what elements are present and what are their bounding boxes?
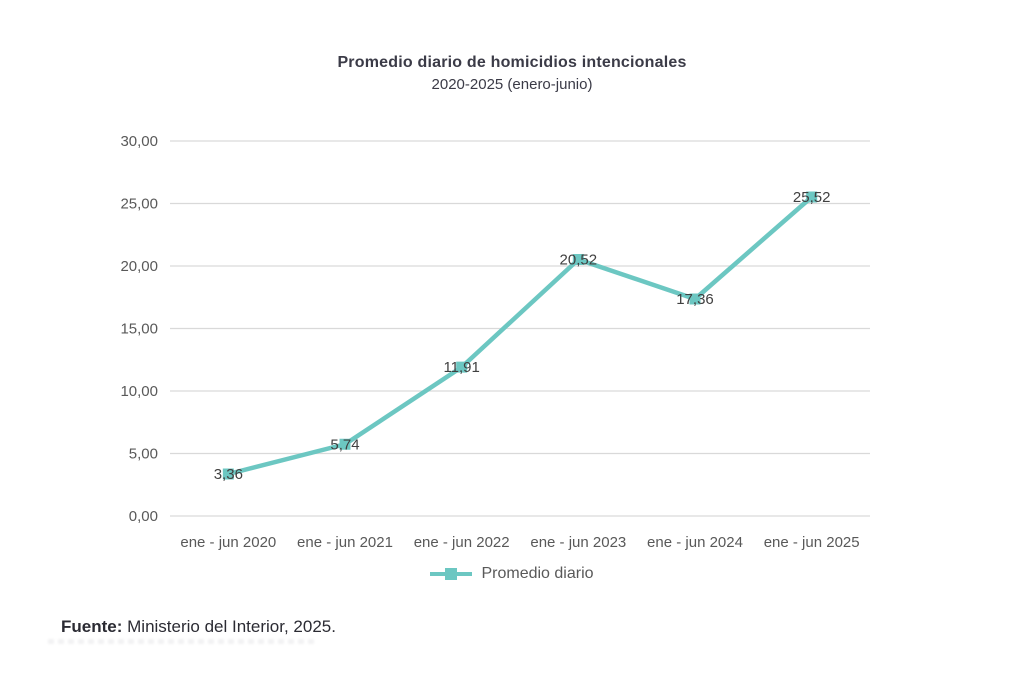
y-tick-label: 5,00 (129, 446, 158, 463)
source-note: Fuente: Ministerio del Interior, 2025. (61, 617, 336, 637)
x-tick-label: ene - jun 2020 (180, 534, 276, 551)
data-point-marker (339, 438, 351, 450)
data-point-marker (689, 293, 701, 305)
data-point-label: 3,36 (214, 466, 243, 483)
data-point-label: 25,52 (793, 189, 831, 206)
series-line (226, 194, 814, 477)
data-point-label: 5,74 (330, 436, 359, 453)
source-note-label: Fuente: (61, 617, 123, 636)
data-point-marker (572, 254, 584, 265)
source-note-text: Ministerio del Interior, 2025. (127, 617, 336, 636)
y-tick-label: 25,00 (120, 196, 158, 213)
y-tick-label: 30,00 (120, 133, 158, 150)
print-bleed-artifact (48, 639, 316, 644)
chart-subtitle: 2020-2025 (enero-junio) (431, 76, 593, 93)
data-point-marker (806, 191, 818, 203)
x-tick-label: ene - jun 2022 (414, 534, 510, 551)
data-point-label: 11,91 (443, 359, 479, 376)
y-tick-label: 0,00 (129, 508, 158, 525)
data-point-label: 20,52 (560, 252, 598, 269)
data-point-marker (456, 361, 468, 373)
legend-square-marker-icon (445, 568, 458, 580)
x-tick-label: ene - jun 2021 (297, 534, 393, 551)
legend-series-label: Promedio diario (481, 565, 594, 582)
data-point-label: 17,36 (676, 291, 714, 308)
chart-legend: Promedio diario (0, 565, 1024, 583)
x-tick-label: ene - jun 2025 (764, 534, 860, 551)
y-tick-label: 20,00 (120, 258, 158, 275)
y-tick-label: 10,00 (120, 383, 158, 400)
x-tick-label: ene - jun 2023 (530, 534, 626, 551)
data-point-marker (222, 468, 234, 480)
y-tick-label: 15,00 (120, 321, 158, 338)
x-tick-label: ene - jun 2024 (647, 534, 743, 551)
chart-title: Promedio diario de homicidios intenciona… (337, 54, 687, 71)
legend-line-marker-icon (430, 568, 473, 580)
